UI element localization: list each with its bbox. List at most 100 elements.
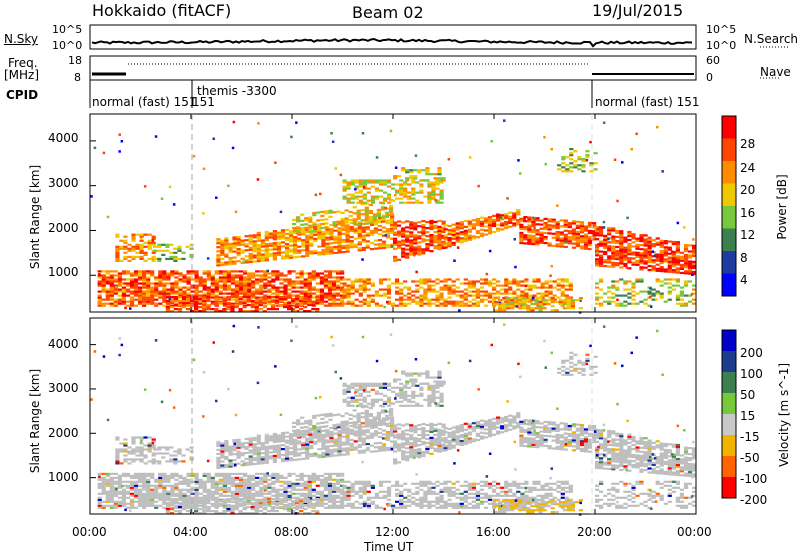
- power-cell: [413, 228, 418, 231]
- power-cell: [147, 239, 152, 242]
- power-cell: [569, 154, 574, 157]
- power-cell: [429, 223, 434, 227]
- power-cell: [333, 229, 338, 232]
- power-cell: [247, 282, 252, 285]
- power-cell: [615, 286, 620, 289]
- power-cell: [202, 288, 207, 291]
- power-cell: [336, 210, 341, 213]
- velocity-cell: [113, 476, 118, 479]
- power-cell: [540, 292, 545, 295]
- power-cell: [186, 270, 191, 273]
- power-cell: [431, 187, 436, 190]
- power-cell: [647, 292, 652, 295]
- power-cell: [125, 294, 131, 297]
- velocity-cell: [342, 490, 347, 493]
- power-cell: [631, 263, 636, 266]
- power-cell: [471, 227, 476, 230]
- freq-right-tick-top: 60: [706, 54, 720, 67]
- power-cell: [547, 242, 552, 245]
- power-cell: [243, 288, 248, 291]
- power-cell: [370, 282, 375, 285]
- power-cell: [427, 183, 432, 186]
- power-cell: [643, 238, 648, 241]
- power-cell: [151, 243, 156, 246]
- power-cell: [587, 241, 593, 245]
- power-cell: [138, 272, 143, 275]
- power-cell: [366, 288, 371, 291]
- power-cell: [263, 294, 268, 297]
- velocity-cell: [230, 512, 235, 515]
- power-speck: [453, 259, 456, 262]
- power-cell: [317, 235, 322, 238]
- velocity-cell: [303, 486, 308, 489]
- power-cell: [232, 238, 237, 241]
- power-cell: [323, 294, 328, 297]
- velocity-cell: [186, 480, 191, 483]
- velocity-cell: [299, 476, 304, 479]
- velocity-cell: [133, 472, 139, 475]
- velocity-cell: [267, 492, 272, 495]
- power-cell: [479, 278, 485, 281]
- velocity-cell: [307, 478, 312, 481]
- velocity-cell: [267, 482, 272, 485]
- power-cell: [560, 304, 565, 307]
- velocity-cell: [494, 503, 499, 506]
- power-cell: [255, 290, 260, 293]
- power-cell: [327, 304, 333, 307]
- velocity-cell: [498, 509, 503, 512]
- power-cell: [663, 242, 668, 245]
- power-cell: [220, 261, 225, 264]
- power-cell: [264, 243, 269, 246]
- power-cell: [327, 272, 333, 275]
- power-cell: [623, 264, 628, 267]
- power-cell: [280, 245, 286, 248]
- power-cell: [451, 235, 456, 238]
- velocity-cell: [275, 472, 280, 475]
- velocity-cell: [479, 492, 485, 495]
- power-cell: [447, 224, 452, 228]
- power-cell: [133, 286, 139, 289]
- power-speck: [383, 305, 386, 309]
- power-cell: [421, 238, 426, 241]
- power-cell: [409, 235, 414, 238]
- velocity-cell: [275, 506, 280, 509]
- power-cell: [564, 294, 569, 297]
- velocity-cell: [170, 472, 175, 475]
- velocity-cell: [109, 504, 114, 507]
- power-cell: [562, 301, 567, 304]
- power-cell: [671, 265, 676, 268]
- velocity-cell: [299, 502, 304, 505]
- power-cell: [558, 299, 563, 302]
- power-speck: [266, 269, 269, 273]
- velocity-cell: [198, 504, 203, 507]
- power-cell: [372, 217, 377, 220]
- velocity-cell: [278, 502, 284, 505]
- power-cell: [599, 260, 604, 263]
- power-cell: [376, 212, 381, 215]
- power-cell: [643, 234, 648, 237]
- power-cell: [585, 150, 590, 153]
- power-cell: [500, 222, 505, 225]
- power-cell: [393, 259, 398, 262]
- power-cell: [631, 286, 636, 289]
- velocity-cell: [138, 492, 143, 495]
- power-cell: [236, 254, 241, 257]
- power-cell: [429, 240, 434, 243]
- power-cell: [142, 300, 147, 303]
- power-cell: [352, 212, 357, 215]
- velocity-cell: [117, 478, 122, 481]
- power-cell: [479, 232, 485, 235]
- velocity-cell: [165, 510, 170, 513]
- power-cell: [329, 236, 334, 239]
- power-cell: [391, 302, 396, 305]
- power-cell: [97, 300, 102, 303]
- power-cell: [516, 282, 521, 285]
- power-cell: [655, 257, 660, 260]
- power-cell: [146, 302, 151, 305]
- power-cell: [563, 233, 568, 236]
- power-cell: [266, 295, 271, 299]
- velocity-cell: [142, 504, 147, 507]
- power-cell: [157, 249, 162, 252]
- power-cell: [528, 296, 533, 299]
- velocity-cell: [117, 500, 122, 503]
